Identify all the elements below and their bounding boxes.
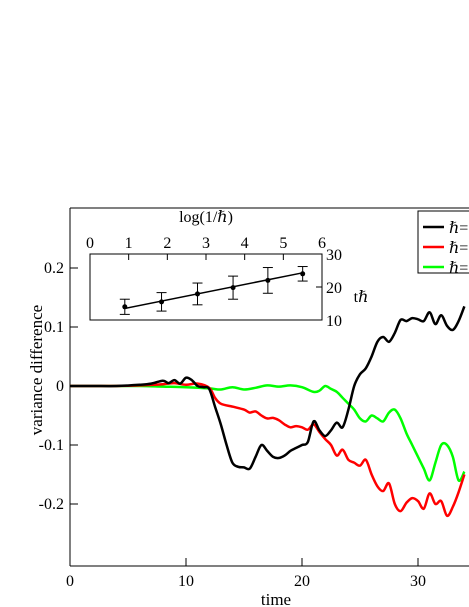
legend-label: ℏ= — [449, 260, 468, 277]
inset-y-tick-label: 30 — [326, 247, 342, 264]
inset-x-tick-label: 4 — [241, 235, 249, 252]
legend: ℏ= ℏ= ℏ= — [417, 210, 469, 277]
legend-label: ℏ= — [449, 220, 468, 237]
x-tick-label: 10 — [178, 573, 194, 590]
inset-data-point — [230, 285, 236, 291]
inset-x-tick-label: 3 — [202, 235, 210, 252]
y-tick-label: 0.1 — [44, 319, 64, 336]
legend-label: ℏ= — [449, 240, 468, 257]
y-tick-label: -0.1 — [39, 437, 64, 454]
inset-x-tick-label: 2 — [163, 235, 171, 252]
inset-frame — [89, 253, 323, 321]
inset-y-tick-label: 10 — [326, 313, 342, 330]
x-tick-label: 0 — [66, 573, 74, 590]
inset-data-point — [300, 271, 306, 277]
x-tick-label: 20 — [294, 573, 310, 590]
main-y-ticks: 0.2 0.1 0 -0.1 -0.2 — [39, 260, 78, 513]
inset-y-ticks: 10 20 30 — [316, 247, 342, 330]
inset-x-ticks: 0 1 2 3 4 5 6 — [86, 235, 326, 260]
x-axis-label: time — [261, 590, 291, 607]
series-green-line — [70, 384, 466, 483]
legend-items: ℏ= ℏ= ℏ= — [423, 220, 468, 277]
main-x-ticks: 0 10 20 30 — [66, 558, 426, 590]
main-plot: 0 10 20 30 0.20.10-0.1-0.2 time variance di… — [27, 207, 469, 607]
inset-x-tick-label: 5 — [279, 235, 287, 252]
inset-data-point — [194, 291, 200, 297]
inset-y-tick-label: 20 — [326, 280, 342, 297]
y-tick-label: 0.2 — [44, 260, 64, 277]
inset-x-tick-label: 6 — [318, 235, 326, 252]
inset-data-point — [122, 304, 128, 310]
inset-x-tick-label: 0 — [86, 235, 94, 252]
x-tick-label: 30 — [410, 573, 426, 590]
inset-fit-line — [124, 272, 303, 310]
inset-plot: log(1/ℏ) tℏ 0 1 2 3 4 5 6 10 20 30 — [86, 209, 368, 330]
inset-data-point — [159, 299, 165, 305]
inset-x-tick-label: 1 — [125, 235, 133, 252]
inset-x-axis-label: log(1/ℏ) — [179, 209, 233, 226]
y-tick-label: -0.2 — [39, 496, 64, 513]
series-black-line — [70, 305, 466, 471]
y-tick-label: 0 — [56, 378, 64, 395]
main-series-group — [70, 305, 466, 518]
inset-data-group — [119, 266, 308, 315]
legend-box — [417, 210, 469, 274]
inset-data-point — [265, 277, 271, 283]
y-axis-label: variance difference — [27, 305, 46, 435]
inset-y-axis-label: tℏ — [354, 289, 369, 306]
